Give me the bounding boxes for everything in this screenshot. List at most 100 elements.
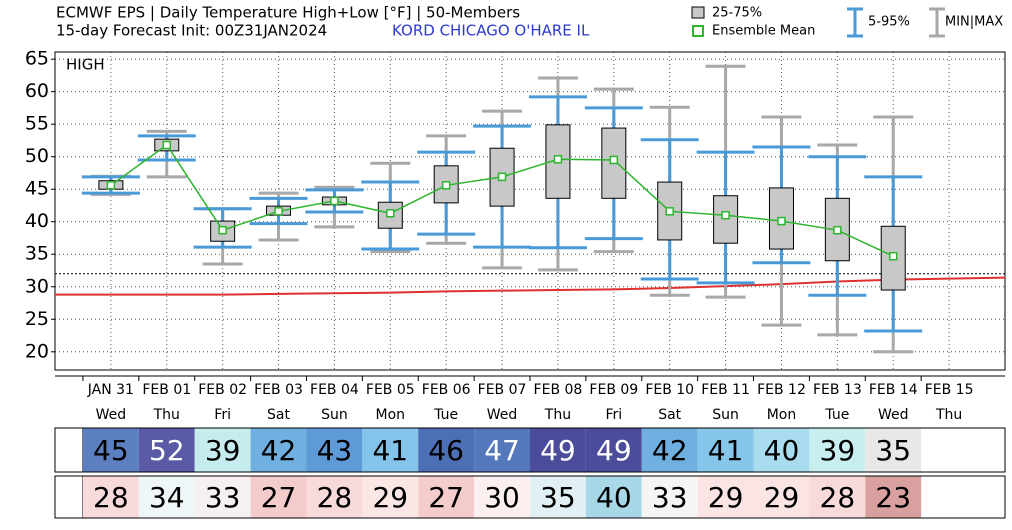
table-row-frame (54, 427, 1006, 473)
y-tick-label: 65 (25, 48, 49, 70)
plot-frame (54, 51, 1006, 371)
box (880, 225, 906, 291)
table-cell (809, 476, 866, 518)
table-cell (138, 476, 195, 518)
table-value: 39 (820, 434, 856, 467)
panel-label: HIGH (66, 56, 105, 74)
table-cell (362, 476, 419, 518)
table-value: 29 (708, 481, 744, 514)
mean-marker (441, 181, 451, 190)
mean-marker (777, 216, 786, 226)
x-tick-label: FEB 11 (701, 382, 750, 398)
table-value: 27 (428, 481, 464, 514)
mean-marker (721, 210, 730, 220)
table-value: 47 (484, 434, 520, 467)
table-cell (641, 476, 698, 518)
x-tick-label: FEB 04 (310, 382, 359, 398)
table-value: 29 (372, 481, 408, 514)
table-cell (362, 428, 419, 472)
legend-mean-mark (692, 25, 704, 37)
x-tick-label: FEB 09 (589, 382, 638, 398)
table-value: 28 (820, 481, 856, 514)
legend-p5-95: 5-95% (868, 15, 910, 30)
table-value: 41 (708, 434, 744, 467)
table-cell (418, 476, 475, 518)
y-tick-label: 40 (25, 210, 49, 232)
x-tick-label: JAN 31 (87, 382, 134, 398)
mean-marker (888, 251, 898, 261)
legend-minmax: MIN|MAX (945, 15, 1003, 30)
y-tick-label: 50 (25, 145, 49, 167)
mean-marker (218, 225, 227, 235)
y-tick-label: 20 (25, 340, 49, 362)
chart-subtitle: 15-day Forecast Init: 00Z31JAN2024 (56, 22, 327, 40)
y-tick-label: 55 (25, 113, 49, 135)
table-cell (306, 428, 363, 472)
x-tick-label: FEB 12 (757, 382, 806, 398)
mean-marker (553, 155, 563, 164)
mean-marker (274, 207, 283, 216)
table-cell (865, 428, 922, 472)
x-tick-label: FEB 10 (645, 382, 694, 398)
y-tick-label: 25 (25, 308, 49, 330)
weekday-label: Mon (376, 407, 406, 423)
table-cell (418, 428, 475, 472)
table-cell (641, 428, 698, 472)
y-tick-label: 30 (25, 275, 49, 297)
x-tick-label: FEB 07 (478, 382, 527, 398)
legend-box-mark (691, 6, 705, 19)
legend-mean: Ensemble Mean (712, 24, 815, 39)
table-value: 33 (652, 481, 688, 514)
table-cell (306, 476, 363, 518)
table-value: 34 (149, 481, 185, 514)
mean-marker (833, 225, 842, 235)
table-cell (194, 428, 251, 472)
mean-marker (609, 155, 619, 165)
table-cell (474, 428, 530, 472)
table-cell (585, 476, 642, 518)
table-value: 39 (205, 434, 241, 467)
x-tick-label: FEB 03 (254, 382, 303, 398)
chart-title: ECMWF EPS | Daily Temperature High+Low [… (56, 4, 520, 22)
x-tick-label: FEB 08 (534, 382, 583, 398)
table-value: 49 (596, 434, 632, 467)
table-value: 49 (540, 434, 576, 467)
table-cell (82, 476, 139, 518)
x-tick-label: FEB 06 (422, 382, 471, 398)
weekday-label: Sat (658, 407, 681, 423)
table-cell (697, 476, 754, 518)
mean-marker (330, 196, 339, 206)
table-value: 42 (261, 434, 297, 467)
table-cell (753, 428, 810, 472)
table-value: 46 (428, 434, 464, 467)
table-value: 29 (764, 481, 800, 514)
table-value: 40 (764, 434, 800, 467)
y-tick-label: 60 (25, 80, 49, 102)
table-value: 27 (261, 481, 297, 514)
mean-marker (386, 209, 395, 218)
legend-box: 25-75% (712, 6, 762, 21)
weekday-label: Thu (544, 407, 571, 423)
table-cell (250, 428, 307, 472)
weekday-label: Thu (153, 407, 180, 423)
weekday-label: Wed (96, 407, 127, 423)
weekday-label: Sun (321, 407, 348, 423)
table-value: 28 (317, 481, 353, 514)
weekday-label: Sat (267, 407, 290, 423)
y-tick-label: 45 (25, 178, 49, 200)
table-cell (194, 476, 251, 518)
x-tick-label: FEB 14 (869, 382, 918, 398)
table-cell (809, 428, 866, 472)
table-cell (753, 476, 810, 518)
x-tick-label: FEB 02 (198, 382, 247, 398)
table-value: 45 (93, 434, 129, 467)
table-cell (530, 428, 586, 472)
mean-marker (665, 207, 674, 216)
table-row-label (54, 475, 84, 519)
weekday-label: Fri (214, 407, 231, 423)
y-tick-label: 35 (25, 243, 49, 265)
table-value: 23 (875, 481, 911, 514)
table-row-frame (54, 475, 1006, 519)
table-cell (474, 476, 530, 518)
weekday-label: Mon (767, 407, 797, 423)
